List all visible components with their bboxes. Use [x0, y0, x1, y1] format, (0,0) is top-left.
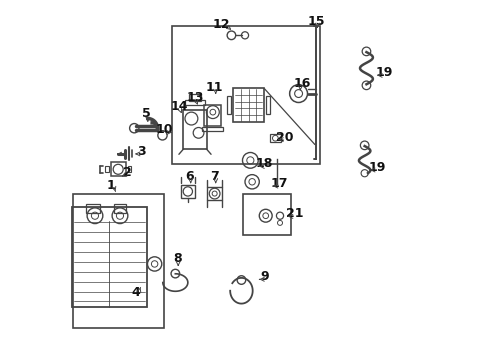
Bar	[189, 94, 201, 101]
Text: 19: 19	[376, 66, 393, 79]
Text: 5: 5	[143, 107, 151, 120]
Text: 12: 12	[213, 18, 230, 31]
Text: 7: 7	[210, 170, 219, 183]
Bar	[243, 194, 292, 235]
Text: 1: 1	[107, 179, 116, 192]
Text: 19: 19	[368, 161, 386, 174]
Text: 8: 8	[173, 252, 181, 265]
Text: 6: 6	[185, 170, 194, 183]
Bar	[233, 88, 264, 122]
Text: 11: 11	[206, 81, 223, 94]
Text: 21: 21	[286, 207, 304, 220]
Bar	[185, 100, 205, 105]
Text: 13: 13	[186, 91, 204, 104]
Bar	[183, 110, 207, 149]
Bar	[111, 162, 126, 176]
Text: 14: 14	[170, 100, 188, 113]
Bar	[86, 204, 100, 213]
Bar	[181, 185, 195, 198]
Text: 3: 3	[137, 145, 146, 158]
Bar	[73, 194, 164, 328]
Bar	[227, 96, 231, 114]
Bar	[204, 105, 221, 126]
Text: 4: 4	[132, 286, 141, 299]
Bar	[207, 187, 222, 201]
Bar	[202, 127, 223, 131]
Text: 2: 2	[122, 166, 131, 179]
Text: 18: 18	[256, 157, 273, 170]
Text: 10: 10	[156, 123, 173, 136]
Text: 16: 16	[294, 77, 311, 90]
Text: 9: 9	[260, 270, 269, 283]
Bar	[172, 26, 320, 164]
Bar	[114, 204, 126, 213]
Text: 17: 17	[270, 177, 288, 190]
Bar	[266, 96, 270, 114]
Bar	[270, 134, 281, 142]
Bar	[72, 207, 147, 307]
Bar	[128, 166, 131, 172]
Text: 20: 20	[275, 131, 293, 144]
Text: 15: 15	[308, 14, 325, 27]
Bar	[105, 166, 109, 172]
